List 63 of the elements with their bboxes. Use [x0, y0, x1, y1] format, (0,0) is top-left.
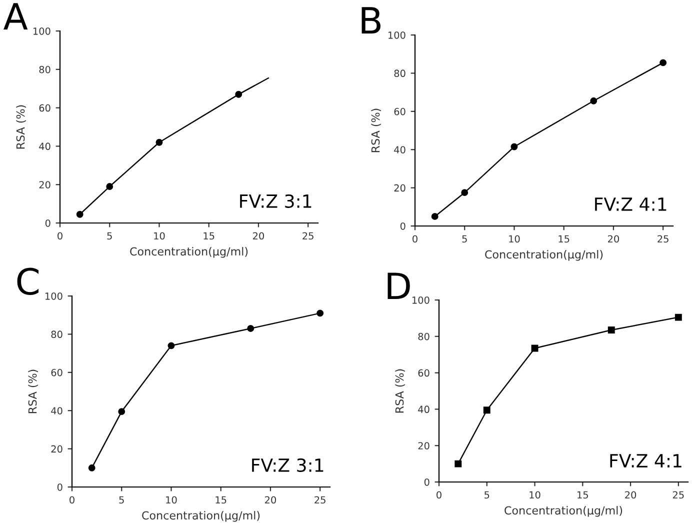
x-tick-label: 25 — [314, 496, 326, 504]
x-tick-label: 5 — [119, 496, 124, 504]
x-tick-label: 10 — [154, 232, 165, 240]
x-tick-label: 25 — [672, 491, 684, 499]
x-tick-label: 15 — [204, 232, 214, 240]
y-tick-label: 100 — [388, 31, 406, 39]
x-tick-label: 20 — [264, 496, 276, 504]
y-tick-label: 100 — [412, 296, 430, 304]
annotation: FV:Z 4:1 — [610, 454, 682, 468]
x-tick-label: 5 — [462, 235, 467, 243]
y-tick-label: 0 — [45, 219, 50, 227]
y-tick-label: 60 — [394, 108, 406, 116]
chart-title: B — [362, 7, 380, 34]
y-tick-label: 0 — [400, 222, 406, 230]
y-tick-label: 80 — [394, 70, 406, 78]
x-tick-label: 25 — [658, 235, 668, 243]
y-tick-label: 0 — [57, 483, 62, 491]
y-tick-label: 40 — [394, 146, 406, 154]
y-tick-label: 20 — [39, 181, 50, 188]
x-tick-label: 20 — [608, 235, 619, 243]
annotation: FV:Z 3:1 — [252, 458, 324, 472]
y-tick-label: 40 — [418, 406, 430, 414]
y-tick-label: 40 — [51, 407, 62, 414]
x-axis-title: Concentration(μg/ml) — [504, 506, 622, 517]
x-tick-label: 5 — [484, 491, 490, 499]
chart-title: C — [17, 268, 38, 296]
x-tick-label: 5 — [107, 232, 112, 240]
annotation: FV:Z 3:1 — [240, 194, 312, 208]
chart-title: A — [4, 3, 28, 30]
y-tick-label: 20 — [394, 184, 406, 192]
chart-title: D — [388, 272, 410, 300]
y-tick-label: 100 — [33, 27, 50, 35]
y-axis-title: RSA (%) — [371, 108, 382, 152]
y-tick-label: 20 — [418, 442, 430, 450]
y-tick-label: 80 — [418, 332, 430, 340]
y-tick-label: 80 — [39, 66, 50, 74]
y-axis-title: RSA (%) — [395, 369, 406, 413]
x-tick-label: 10 — [166, 496, 177, 504]
y-axis-title: RSA (%) — [28, 370, 38, 414]
x-tick-label: 0 — [70, 496, 74, 504]
x-axis-title: Concentration(μg/ml) — [130, 246, 248, 258]
x-tick-label: 20 — [252, 232, 264, 240]
x-tick-label: 10 — [530, 491, 540, 499]
x-tick-label: 0 — [436, 491, 442, 499]
y-tick-label: 20 — [51, 445, 62, 453]
x-axis-title: Concentration(μg/ml) — [142, 510, 260, 522]
x-tick-label: 25 — [302, 232, 314, 240]
y-tick-label: 80 — [51, 330, 62, 338]
y-tick-label: 60 — [39, 104, 50, 112]
x-tick-label: 0 — [412, 235, 418, 243]
y-tick-label: 100 — [45, 292, 62, 300]
annotation: FV:Z 4:1 — [595, 198, 666, 211]
y-axis-title: RSA (%) — [16, 105, 26, 149]
x-axis-title: Concentration(μg/ml) — [485, 250, 603, 261]
y-tick-label: 60 — [51, 368, 62, 376]
x-tick-label: 10 — [509, 235, 520, 243]
x-tick-label: 15 — [558, 235, 570, 243]
y-tick-label: 40 — [39, 142, 50, 150]
y-tick-label: 0 — [424, 478, 430, 486]
x-tick-label: 20 — [625, 491, 636, 499]
x-tick-label: 15 — [216, 496, 226, 504]
y-tick-label: 60 — [418, 369, 430, 377]
x-tick-label: 15 — [578, 491, 588, 499]
